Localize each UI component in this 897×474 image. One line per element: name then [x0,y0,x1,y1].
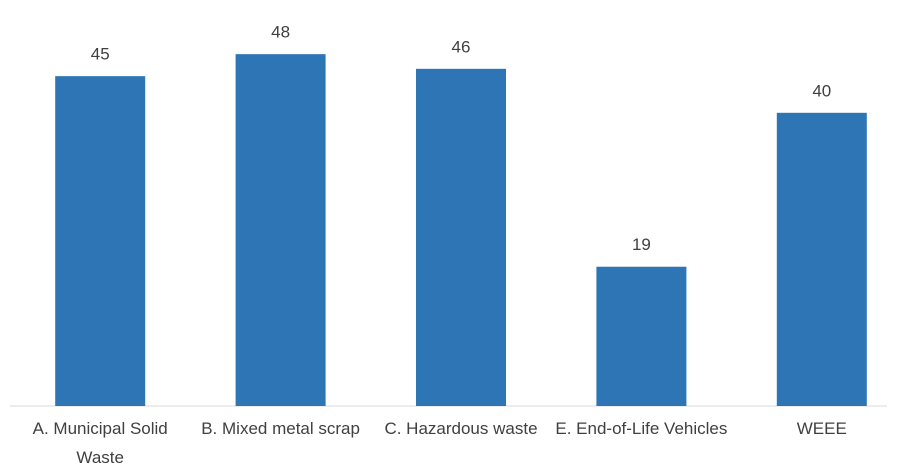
data-label: 48 [271,23,290,42]
data-label: 45 [91,45,110,64]
data-label: 46 [452,37,471,56]
x-tick-label: C. Hazardous waste [384,419,538,438]
bar [55,76,146,407]
data-label: 40 [812,81,831,100]
bar [235,54,326,406]
x-tick-label: A. Municipal Solid Waste [32,419,168,467]
data-label: 19 [632,235,651,254]
bar [416,68,506,406]
x-tick-label: E. End-of-Life Vehicles [555,419,728,438]
bar [776,112,867,407]
x-tick-label: WEEE [796,419,847,438]
bar [596,266,687,406]
x-tick-label: B. Mixed metal scrap [201,419,360,438]
